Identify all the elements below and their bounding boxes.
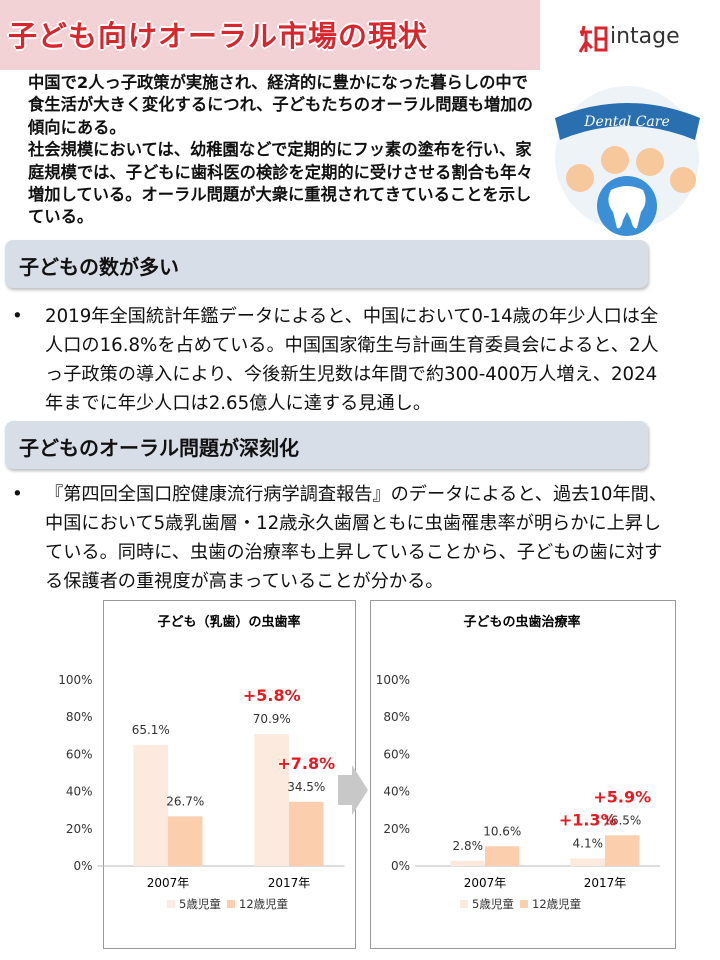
y-tick-label: 0%	[391, 859, 410, 873]
chart-title: 子ども（乳歯）の虫歯率	[157, 614, 300, 630]
y-tick-label: 80%	[383, 710, 410, 724]
section-heading: 子どものオーラル問題が深刻化	[19, 436, 299, 460]
data-label: 65.1%	[132, 723, 170, 737]
x-tick-label: 2007年	[147, 876, 190, 890]
bar	[168, 816, 203, 866]
intro: 中国で2人っ子政策が実施され、経済的に豊かになった暮らしの中で食生活が大きく変化…	[28, 72, 540, 229]
intro-paragraph: 社会規模においては、幼稚園などで定期的にフッ素の塗布を行い、家庭規模では、子ども…	[28, 140, 533, 227]
legend-swatch	[460, 900, 468, 908]
x-tick-label: 2017年	[584, 876, 627, 890]
bar	[450, 860, 485, 866]
logo-text: intage	[610, 24, 680, 49]
legend-label: 12歳児童	[532, 897, 581, 911]
annotation: +5.8%	[243, 686, 301, 705]
bar	[570, 858, 605, 866]
logo: intage	[578, 22, 680, 60]
legend-swatch	[167, 900, 175, 908]
data-label: 16.5%	[603, 813, 641, 827]
section-heading-box: 子どものオーラル問題が深刻化	[5, 421, 648, 469]
legend-label: 5歳児童	[179, 897, 221, 911]
y-tick-label: 0%	[73, 859, 92, 873]
bar	[289, 801, 324, 866]
bar	[605, 835, 640, 866]
y-tick-label: 60%	[383, 747, 410, 761]
bullet-text: 2019年全国統計年鑑データによると、中国において0-14歳の年少人口は全人口の…	[45, 306, 659, 414]
y-tick-label: 40%	[66, 785, 93, 799]
bar	[254, 734, 289, 866]
page-title: 子ども向けオーラル市場の現状	[8, 19, 429, 53]
illustration-text: Dental Care	[583, 114, 669, 130]
annotation: +5.9%	[593, 787, 651, 806]
intro-paragraph: 中国で2人っ子政策が実施され、経済的に豊かになった暮らしの中で食生活が大きく変化…	[28, 73, 533, 137]
legend-swatch	[520, 900, 528, 908]
bullet-item: • 『第四回全国口腔健康流行病学調査報告』のデータによると、過去10年間、中国に…	[12, 480, 672, 596]
y-tick-label: 80%	[66, 710, 93, 724]
y-tick-label: 60%	[66, 747, 93, 761]
y-tick-label: 100%	[376, 673, 410, 687]
annotation: +7.8%	[277, 754, 335, 773]
legend-swatch	[227, 900, 235, 908]
x-tick-label: 2017年	[268, 876, 311, 890]
x-tick-label: 2007年	[464, 876, 507, 890]
section-heading-box: 子どもの数が多い	[5, 240, 648, 288]
bullet-text: 『第四回全国口腔健康流行病学調査報告』のデータによると、過去10年間、中国におい…	[45, 484, 668, 592]
data-label: 10.6%	[483, 824, 521, 838]
y-tick-label: 20%	[66, 822, 93, 836]
chart-frame	[370, 600, 676, 949]
data-label: 26.7%	[166, 794, 204, 808]
bullet-item: • 2019年全国統計年鑑データによると、中国において0-14歳の年少人口は全人…	[12, 302, 672, 418]
chart-title: 子どもの虫歯治療率	[463, 614, 580, 630]
legend-label: 5歳児童	[472, 897, 514, 911]
annotation: +1.3%	[559, 810, 617, 829]
arrow	[338, 765, 368, 815]
legend-label: 12歳児童	[239, 897, 288, 911]
data-label: 4.1%	[573, 836, 604, 850]
bar	[485, 846, 520, 866]
data-label: 34.5%	[287, 780, 325, 794]
y-tick-label: 40%	[383, 785, 410, 799]
data-label: 2.8%	[453, 839, 484, 853]
y-tick-label: 100%	[58, 673, 92, 687]
section-heading: 子どもの数が多い	[19, 255, 179, 279]
y-tick-label: 20%	[383, 822, 410, 836]
bar	[133, 744, 168, 866]
data-label: 70.9%	[253, 712, 291, 726]
logo-icon	[578, 25, 608, 53]
title-banner: 子ども向けオーラル市場の現状	[0, 0, 540, 70]
illustration: Dental Care	[555, 86, 700, 236]
